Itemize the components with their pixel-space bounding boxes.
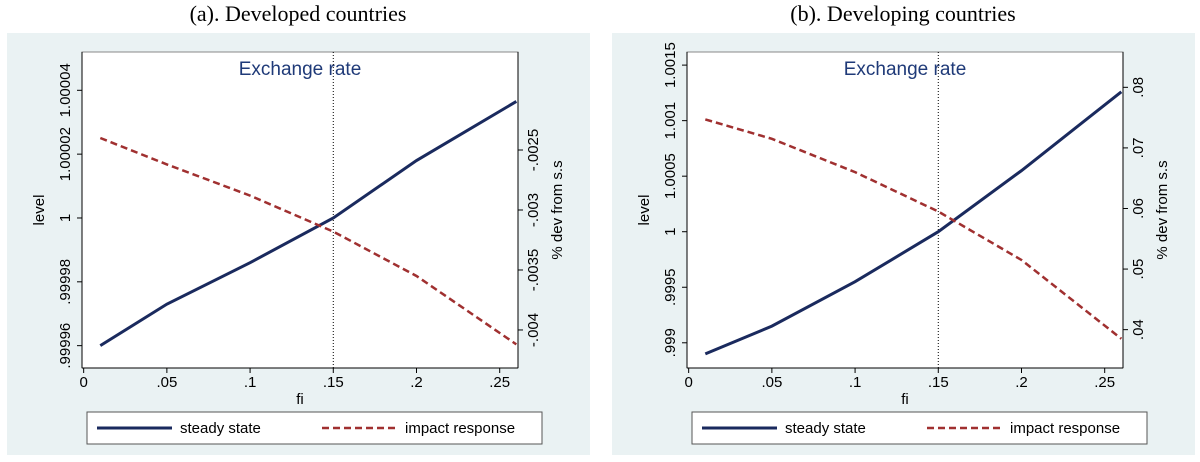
y2-axis-title: % dev from s.s (1154, 160, 1171, 259)
y2-tick-label: .07 (1130, 137, 1147, 158)
chart-title: Exchange rate (239, 59, 362, 80)
x-tick-label: .15 (323, 374, 344, 391)
y2-tick-label: .04 (1130, 319, 1147, 340)
y-tick-label: 1.001 (662, 102, 679, 140)
legend-label: steady state (180, 420, 261, 437)
y2-tick-label: -.0035 (525, 249, 542, 292)
series-line (704, 118, 1123, 340)
x-axis-title: fi (296, 391, 304, 408)
y-tick-label: 1.00002 (57, 127, 74, 181)
x-tick-label: 0 (684, 374, 692, 391)
y-tick-label: .9995 (662, 268, 679, 306)
y-axis-title: level (636, 195, 653, 226)
caption: (a). Developed countries (190, 1, 407, 26)
x-tick-label: .15 (928, 374, 949, 391)
y2-tick-label: -.003 (525, 193, 542, 227)
legend-label: steady state (785, 420, 866, 437)
x-axis-title: fi (901, 391, 909, 408)
x-tick-label: .1 (849, 374, 862, 391)
series-line (99, 136, 518, 346)
x-tick-label: .2 (410, 374, 423, 391)
y2-tick-label: -.004 (525, 313, 542, 347)
x-tick-label: .25 (489, 374, 510, 391)
plot-area (81, 51, 519, 369)
chart-title: Exchange rate (844, 59, 967, 80)
x-tick-label: 0 (79, 374, 87, 391)
x-tick-label: .25 (1094, 374, 1115, 391)
y-tick-label: 1 (57, 214, 74, 222)
x-tick-label: .2 (1015, 374, 1028, 391)
y-tick-label: .99998 (57, 259, 74, 305)
y2-tick-label: -.0025 (525, 129, 542, 172)
y-tick-label: 1.0005 (662, 153, 679, 199)
y-tick-label: 1.0015 (662, 42, 679, 88)
y-tick-label: 1.00004 (57, 63, 74, 117)
y-tick-label: 1 (662, 228, 679, 236)
caption: (b). Developing countries (790, 1, 1015, 26)
x-tick-label: .1 (244, 374, 257, 391)
y-axis-title: level (31, 195, 48, 226)
x-tick-label: .05 (156, 374, 177, 391)
y-tick-label: .99996 (57, 323, 74, 369)
y-tick-label: .999 (662, 328, 679, 357)
x-tick-label: .05 (761, 374, 782, 391)
y2-tick-label: .06 (1130, 198, 1147, 219)
y2-tick-label: .08 (1130, 77, 1147, 98)
legend-label: impact response (1010, 420, 1120, 437)
series-line (704, 90, 1123, 356)
series-line (99, 100, 518, 347)
y2-tick-label: .05 (1130, 259, 1147, 280)
plot-area (686, 51, 1124, 369)
y2-axis-title: % dev from s.s (549, 160, 566, 259)
legend-label: impact response (405, 420, 515, 437)
